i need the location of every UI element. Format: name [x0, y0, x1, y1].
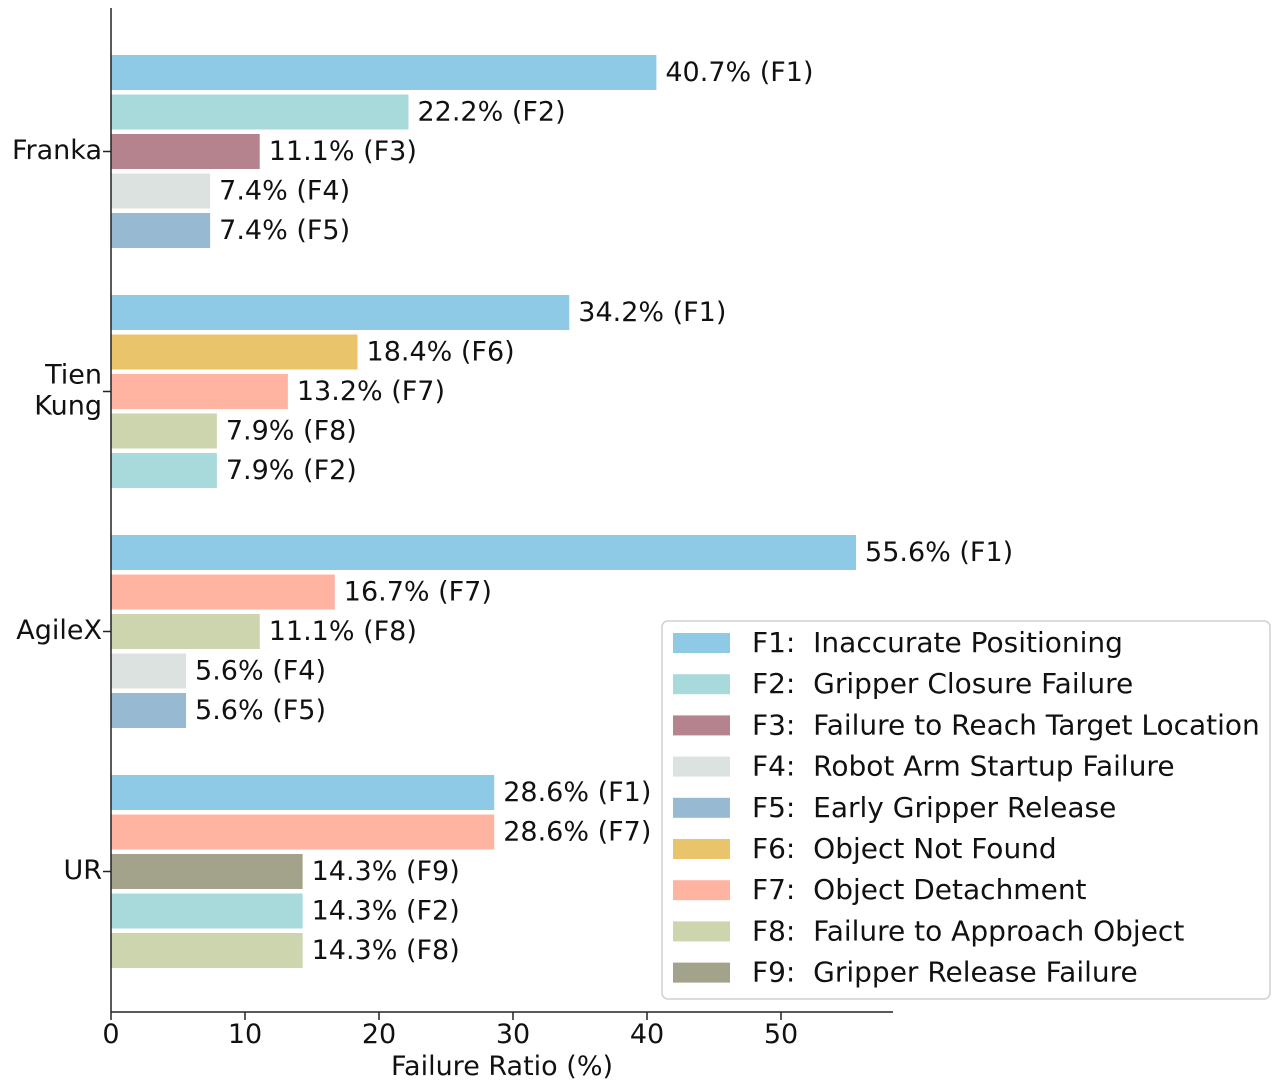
legend-swatch-f9: [673, 962, 730, 983]
value-label-franka-f4: 7.4% (F4): [219, 176, 350, 207]
value-label-franka-f2: 22.2% (F2): [417, 97, 565, 128]
y-tick-label-agilex: AgileX: [16, 615, 102, 646]
value-label-tien-kung-f2: 7.9% (F2): [226, 455, 357, 486]
legend-label-f6: F6: Object Not Found: [752, 832, 1057, 865]
bars-layer: 40.7% (F1) 22.2% (F2)11.1% (F3) 7.4% (F4) 7…: [111, 55, 1013, 968]
legend-frame: [661, 620, 1271, 1000]
bar-agilex-f8: [111, 614, 260, 649]
bar-tien-kung-f6: [111, 334, 358, 370]
value-label-tien-kung-f6: 18.4% (F6): [367, 337, 515, 368]
x-tick-label-40: 40: [630, 1019, 664, 1050]
bar-franka-f2: [111, 94, 409, 130]
value-label-ur-f8: 14.3% (F8): [312, 935, 460, 966]
y-tick-label-tien-kung-2: Kung: [34, 391, 102, 422]
legend-item-f9: F9: Gripper Release Failure: [673, 956, 1138, 989]
x-tick-label-30: 30: [496, 1019, 530, 1050]
bar-tien-kung-f1: [111, 295, 570, 330]
legend: F1: Inaccurate Positioning F2: Gripper Cl…: [661, 620, 1271, 1000]
bar-group-agilex: 55.6% (F1) 16.7% (F7) 11.1% (F8) 5.6% (F4) 5…: [111, 535, 1013, 728]
bar-ur-f2: [111, 893, 303, 929]
legend-swatch-f8: [673, 921, 730, 942]
legend-item-f4: F4: Robot Arm Startup Failure: [673, 750, 1175, 783]
value-label-franka-f3: 11.1% (F3): [269, 136, 417, 167]
legend-swatch-f3: [673, 715, 730, 736]
value-label-ur-f2: 14.3% (F2): [312, 896, 460, 927]
bar-franka-f5: [111, 213, 211, 248]
legend-label-f7: F7: Object Detachment: [752, 873, 1087, 906]
x-tick-label-50: 50: [764, 1019, 798, 1050]
value-label-franka-f5: 7.4% (F5): [219, 215, 350, 246]
value-label-agilex-f7: 16.7% (F7): [344, 577, 492, 608]
bar-group-franka: 40.7% (F1) 22.2% (F2)11.1% (F3) 7.4% (F4) 7…: [111, 55, 814, 248]
bar-agilex-f5: [111, 693, 187, 728]
y-tick-label-franka: Franka: [12, 135, 102, 166]
value-label-franka-f1: 40.7% (F1): [665, 57, 813, 88]
legend-item-f2: F2: Gripper Closure Failure: [673, 667, 1133, 700]
legend-label-f1: F1: Inaccurate Positioning: [752, 626, 1123, 659]
value-label-agilex-f8: 11.1% (F8): [269, 616, 417, 647]
legend-label-f8: F8: Failure to Approach Object: [752, 914, 1184, 947]
legend-swatch-f5: [673, 797, 730, 818]
y-tick-label-tien-kung-1: Tien: [44, 360, 102, 391]
legend-swatch-f6: [673, 839, 730, 859]
legend-swatch-f2: [673, 674, 730, 695]
x-tick-label-0: 0: [102, 1019, 119, 1050]
legend-item-f1: F1: Inaccurate Positioning: [673, 626, 1123, 659]
value-label-agilex-f4: 5.6% (F4): [195, 656, 326, 687]
legend-item-f8: F8: Failure to Approach Object: [673, 914, 1184, 947]
bar-group-tien-kung: 34.2% (F1) 18.4% (F6) 13.2% (F7) 7.9% (F8) 7…: [111, 295, 726, 488]
value-label-tien-kung-f1: 34.2% (F1): [578, 297, 726, 328]
legend-label-f2: F2: Gripper Closure Failure: [752, 667, 1133, 700]
legend-label-f4: F4: Robot Arm Startup Failure: [752, 750, 1175, 783]
legend-label-f9: F9: Gripper Release Failure: [752, 956, 1138, 989]
value-label-agilex-f5: 5.6% (F5): [195, 695, 326, 726]
x-tick-label-20: 20: [362, 1019, 396, 1050]
bar-agilex-f1: [111, 535, 857, 570]
y-tick-label-ur: UR: [63, 855, 102, 886]
bar-ur-f9: [111, 854, 303, 889]
value-label-ur-f9: 14.3% (F9): [312, 856, 460, 887]
legend-swatch-f1: [673, 633, 730, 653]
legend-item-f3: F3: Failure to Reach Target Location: [673, 708, 1260, 741]
x-tick-label-10: 10: [228, 1019, 262, 1050]
value-label-ur-f7: 28.6% (F7): [503, 817, 651, 848]
bar-group-ur: 28.6% (F1) 28.6% (F7) 14.3% (F9) 14.3% (F2)…: [111, 775, 651, 968]
legend-swatch-f4: [673, 756, 730, 777]
bar-agilex-f7: [111, 574, 335, 610]
legend-item-f7: F7: Object Detachment: [673, 873, 1087, 906]
value-label-ur-f1: 28.6% (F1): [503, 777, 651, 808]
legend-label-f5: F5: Early Gripper Release: [752, 791, 1116, 824]
bar-tien-kung-f2: [111, 453, 217, 488]
value-label-tien-kung-f8: 7.9% (F8): [226, 416, 357, 447]
x-axis-label: Failure Ratio (%): [391, 1051, 613, 1082]
bar-tien-kung-f8: [111, 413, 217, 449]
legend-swatch-f7: [673, 880, 730, 901]
bar-ur-f1: [111, 775, 495, 810]
bar-ur-f7: [111, 814, 495, 850]
value-label-agilex-f1: 55.6% (F1): [865, 537, 1013, 568]
bar-franka-f1: [111, 55, 657, 90]
bar-franka-f3: [111, 134, 260, 169]
bar-agilex-f4: [111, 653, 187, 689]
bar-franka-f4: [111, 173, 211, 209]
legend-label-f3: F3: Failure to Reach Target Location: [752, 708, 1260, 741]
bar-tien-kung-f7: [111, 374, 288, 409]
legend-item-f5: F5: Early Gripper Release: [673, 791, 1116, 824]
legend-item-f6: F6: Object Not Found: [673, 832, 1057, 865]
value-label-tien-kung-f7: 13.2% (F7): [297, 376, 445, 407]
bar-ur-f8: [111, 933, 303, 968]
